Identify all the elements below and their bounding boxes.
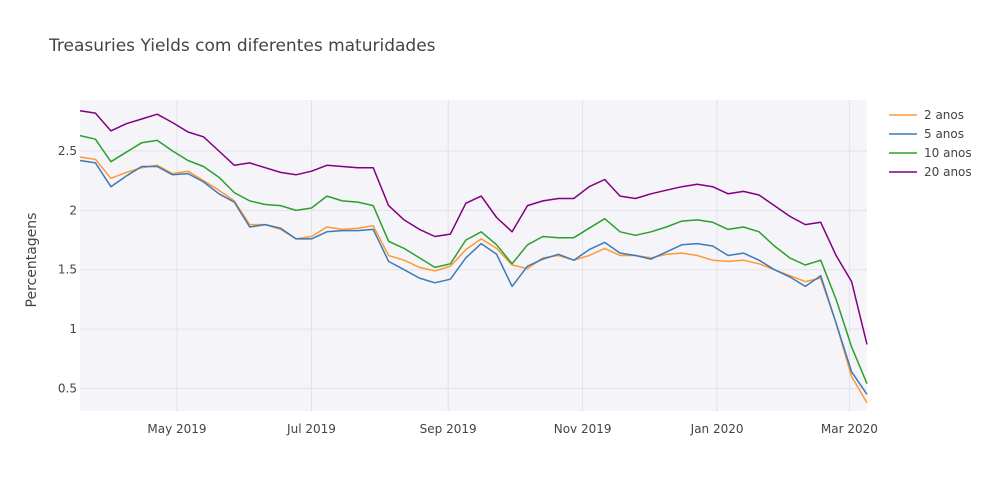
y-axis-label: Percentagens [24, 213, 40, 308]
x-tick-label: Jul 2019 [286, 422, 336, 436]
series-line-20-anos [79, 109, 868, 345]
series-line-10-anos [79, 134, 868, 384]
legend[interactable]: 2 anos 5 anos 10 anos 20 anos [889, 108, 972, 179]
x-tick-label: Sep 2019 [420, 422, 477, 436]
legend-label: 20 anos [924, 165, 972, 179]
y-tick-label: 1.5 [58, 263, 77, 277]
x-tick-label: May 2019 [147, 422, 206, 436]
chart-title: Treasuries Yields com diferentes maturid… [48, 36, 436, 56]
y-tick-label: 1 [69, 322, 77, 336]
x-tick-label: Jan 2020 [690, 422, 744, 436]
legend-label: 10 anos [924, 146, 972, 160]
y-tick-label: 2.5 [58, 144, 77, 158]
series-line-5-anos [79, 159, 868, 395]
legend-item[interactable]: 2 anos [889, 108, 964, 122]
series-lines [79, 109, 868, 404]
legend-item[interactable]: 20 anos [889, 165, 972, 179]
legend-label: 5 anos [924, 127, 964, 141]
y-tick-label: 0.5 [58, 381, 77, 395]
x-tick-label: Nov 2019 [554, 422, 612, 436]
y-axis: 0.5 1 1.5 2 2.5 [58, 144, 77, 395]
legend-item[interactable]: 5 anos [889, 127, 964, 141]
legend-label: 2 anos [924, 108, 964, 122]
x-tick-label: Mar 2020 [821, 422, 878, 436]
legend-item[interactable]: 10 anos [889, 146, 972, 160]
plot-area [80, 100, 867, 411]
gridlines [80, 100, 867, 411]
series-line-2-anos [79, 156, 868, 404]
x-axis: May 2019 Jul 2019 Sep 2019 Nov 2019 Jan 2020… [147, 422, 877, 436]
y-tick-label: 2 [69, 203, 77, 217]
